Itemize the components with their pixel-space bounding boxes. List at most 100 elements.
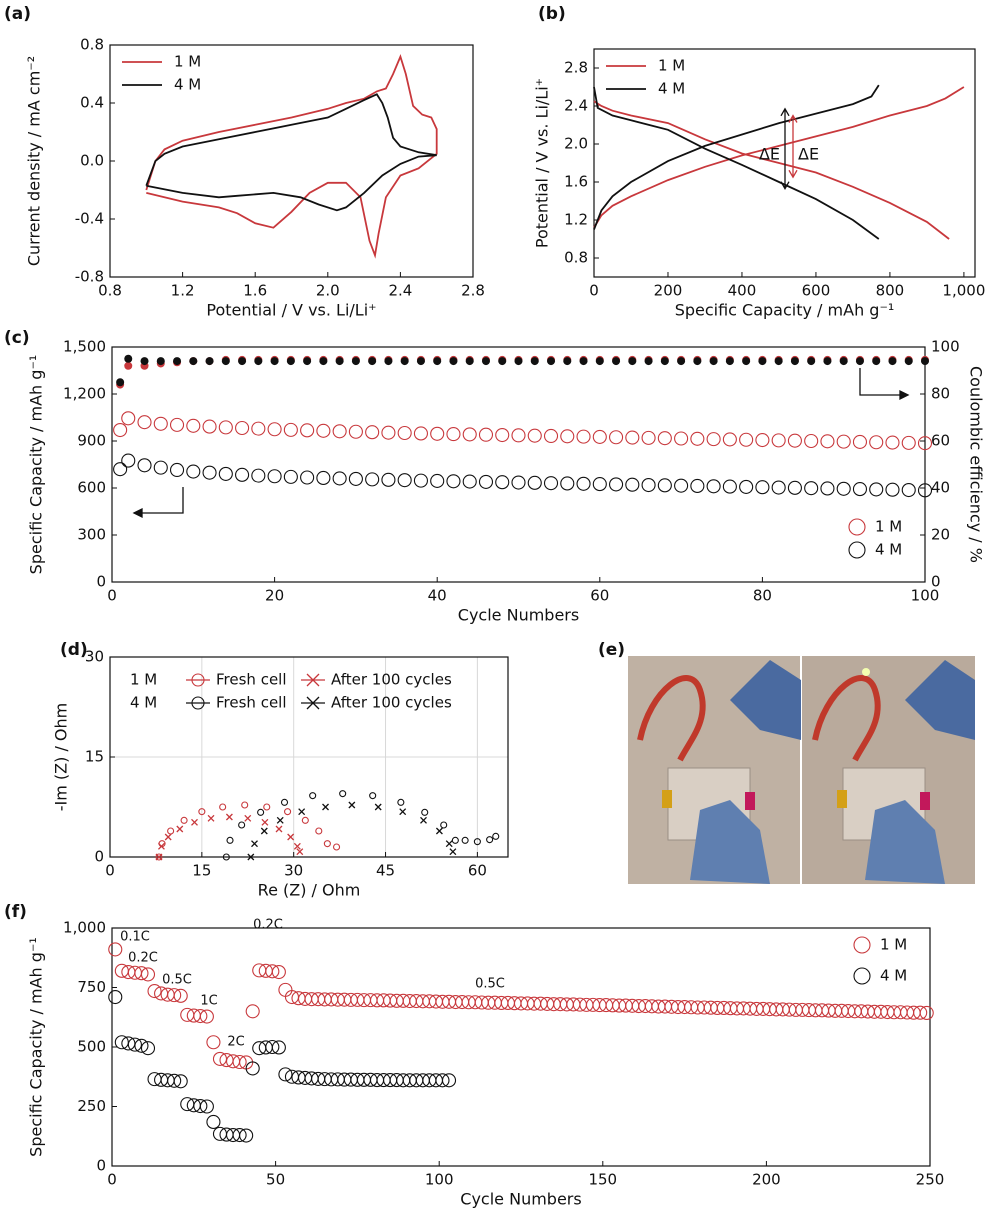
arrow-head [132, 507, 143, 519]
x-tick-label: 1,000 [942, 282, 985, 300]
point [167, 988, 182, 1003]
point [628, 357, 637, 366]
point [153, 416, 168, 431]
point [348, 471, 363, 486]
point [147, 984, 162, 999]
point [280, 798, 289, 806]
point [901, 482, 916, 498]
point [332, 424, 347, 439]
point [365, 472, 380, 487]
point [771, 433, 786, 448]
y-axis-title: Specific Capacity / mAh g⁻¹ [27, 937, 46, 1157]
point [852, 482, 868, 497]
point [199, 1009, 214, 1024]
clip [662, 790, 672, 808]
point [113, 462, 128, 477]
panel-label: (f) [4, 902, 27, 922]
point [156, 357, 165, 366]
point [254, 357, 263, 366]
point [855, 357, 864, 366]
point [492, 832, 500, 840]
point [706, 479, 721, 494]
series-line [145, 93, 437, 212]
point [820, 434, 835, 449]
point [238, 357, 247, 366]
point [848, 518, 866, 536]
point [644, 357, 653, 366]
point [901, 435, 916, 450]
point [657, 431, 672, 446]
y-tick-label: 0.8 [564, 249, 588, 267]
annotation: 0.2C [253, 918, 283, 933]
y2-tick-label: 20 [931, 526, 950, 544]
point [725, 357, 734, 366]
y2-tick-label: 60 [931, 432, 950, 450]
point [461, 836, 469, 844]
point [913, 1005, 928, 1020]
point [270, 357, 279, 366]
y2-axis-title: Coulombic efficiency / % [967, 366, 986, 563]
wire [637, 675, 706, 762]
x-tick-label: 0 [107, 587, 117, 605]
annotation: 0.5C [475, 977, 505, 992]
point [495, 427, 510, 443]
point [441, 1073, 457, 1088]
point [595, 357, 604, 366]
point [186, 418, 201, 433]
plot-frame [109, 44, 474, 278]
marker-x [293, 842, 301, 850]
point [869, 435, 884, 450]
point [384, 357, 393, 366]
point [853, 936, 871, 954]
point [300, 470, 315, 485]
glove [865, 800, 945, 884]
point [140, 967, 156, 982]
point [755, 433, 770, 448]
point [206, 1114, 221, 1130]
annotation: 0.5C [162, 973, 192, 988]
point [885, 482, 900, 497]
point [332, 471, 347, 486]
point [245, 1004, 260, 1019]
x-tick-label: 20 [265, 587, 284, 605]
x-tick-label: 0 [107, 1171, 117, 1189]
point [677, 357, 686, 366]
point [134, 1038, 149, 1053]
x-tick-label: 40 [428, 587, 447, 605]
point [173, 1074, 188, 1089]
plot-frame [109, 656, 509, 858]
legend-label: 1 M [875, 518, 902, 536]
point [218, 420, 233, 435]
plot-frame [593, 48, 976, 278]
x-tick-label: 0 [105, 862, 115, 880]
y-tick-label: 1,000 [63, 919, 106, 937]
point [917, 436, 933, 451]
point [774, 357, 783, 366]
marker-x [306, 673, 320, 687]
point [660, 357, 669, 366]
delta-arrow [788, 114, 798, 179]
point [300, 423, 315, 438]
point [235, 420, 250, 436]
x-tick-label: 30 [284, 862, 303, 880]
point [193, 1009, 208, 1024]
x-axis-title: Specific Capacity / mAh g⁻¹ [675, 301, 895, 320]
marker-x [348, 801, 356, 809]
marker-x [260, 827, 268, 835]
point [495, 475, 510, 490]
point [400, 357, 409, 366]
point [473, 838, 481, 846]
marker-x [322, 803, 329, 811]
point [206, 1035, 221, 1050]
point [263, 803, 271, 811]
point [222, 853, 230, 861]
point [413, 426, 428, 441]
marker-x [449, 848, 457, 856]
point [113, 422, 128, 438]
point [116, 378, 125, 387]
x-tick-label: 0 [589, 282, 599, 300]
point [239, 1128, 254, 1143]
point [836, 481, 851, 496]
point [226, 836, 234, 844]
